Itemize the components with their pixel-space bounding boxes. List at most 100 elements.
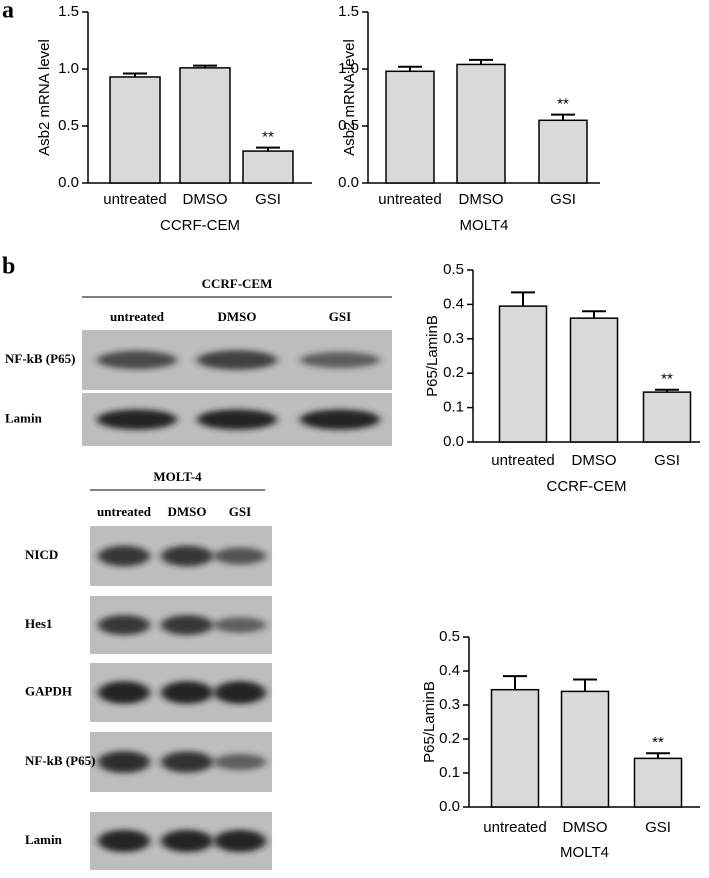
y-axis-label: Asb2 mRNA level xyxy=(36,39,53,156)
blot-band xyxy=(98,751,150,773)
lane-label: GSI xyxy=(329,309,351,324)
blot-band xyxy=(97,350,177,370)
x-tick-label: DMSO xyxy=(459,191,504,208)
y-tick-label: 0.1 xyxy=(443,399,464,416)
x-tick-label: untreated xyxy=(491,452,554,469)
x-tick-label: untreated xyxy=(483,819,546,836)
error-bar xyxy=(469,58,493,65)
error-bar xyxy=(511,291,535,307)
lane-label: DMSO xyxy=(168,504,207,519)
blot-band xyxy=(98,545,150,567)
y-tick-label: 0.0 xyxy=(443,433,464,450)
significance: ** xyxy=(262,129,274,146)
blot-band xyxy=(98,681,150,704)
x-tick-label: DMSO xyxy=(183,191,228,208)
y-tick-label: 0.0 xyxy=(58,174,79,191)
significance: ** xyxy=(557,96,569,113)
y-tick-label: 0.0 xyxy=(439,798,460,815)
blot-row-label: NICD xyxy=(25,547,58,562)
y-tick-label: 0.1 xyxy=(439,764,460,781)
blot-band xyxy=(214,617,266,633)
lane-label: GSI xyxy=(229,504,251,519)
panel-label: a xyxy=(2,0,14,24)
bar xyxy=(633,757,683,808)
y-tick-label: 0.5 xyxy=(338,117,359,134)
bar xyxy=(569,317,619,443)
error-bar xyxy=(551,113,575,121)
x-tick-label: DMSO xyxy=(572,452,617,469)
blot-band xyxy=(197,350,277,370)
blot-row-label: Hes1 xyxy=(25,616,52,631)
blot-band xyxy=(214,753,266,771)
x-tick-label: GSI xyxy=(654,452,680,469)
error-bar xyxy=(582,310,606,319)
error-bar xyxy=(646,752,670,759)
blot-band xyxy=(214,681,266,704)
error-bar xyxy=(398,65,422,72)
y-tick-label: 0.4 xyxy=(439,662,460,679)
bar xyxy=(560,690,610,808)
bar xyxy=(385,70,435,184)
lane-label: DMSO xyxy=(218,309,257,324)
bar xyxy=(456,63,506,184)
bar xyxy=(179,67,231,184)
x-axis-label: MOLT4 xyxy=(560,844,609,861)
blot-row-label: NF-kB (P65) xyxy=(25,753,95,768)
y-tick-label: 1.0 xyxy=(58,60,79,77)
bar xyxy=(109,76,161,184)
y-tick-label: 0.4 xyxy=(443,295,464,312)
y-axis-label: Asb2 mRNA level xyxy=(341,39,358,156)
blot-title: MOLT-4 xyxy=(153,469,202,484)
lane-label: untreated xyxy=(110,309,165,324)
y-tick-label: 0.5 xyxy=(439,628,460,645)
bar xyxy=(242,150,294,184)
y-tick-label: 1.0 xyxy=(338,60,359,77)
significance: ** xyxy=(661,371,673,388)
error-bar xyxy=(503,675,527,690)
x-tick-label: GSI xyxy=(645,819,671,836)
blot-band xyxy=(161,614,213,636)
y-tick-label: 0.5 xyxy=(443,261,464,278)
y-tick-label: 0.3 xyxy=(439,696,460,713)
bar xyxy=(538,119,588,184)
x-tick-label: GSI xyxy=(550,191,576,208)
blot-band xyxy=(300,351,380,369)
x-axis-label: CCRF-CEM xyxy=(160,217,240,234)
y-tick-label: 0.2 xyxy=(439,730,460,747)
y-axis-label: P65/LaminB xyxy=(424,315,441,397)
error-bar xyxy=(123,72,147,77)
x-tick-label: untreated xyxy=(103,191,166,208)
error-bar xyxy=(256,146,280,152)
y-tick-label: 0.2 xyxy=(443,364,464,381)
significance: ** xyxy=(652,734,664,751)
blot-band xyxy=(300,409,380,430)
x-tick-label: GSI xyxy=(255,191,281,208)
error-bar xyxy=(193,64,217,68)
blot-band xyxy=(97,409,177,430)
blot-band xyxy=(161,545,213,567)
x-axis-label: MOLT4 xyxy=(460,217,509,234)
y-tick-label: 1.5 xyxy=(338,3,359,20)
blot-row-label: GAPDH xyxy=(25,683,72,698)
x-tick-label: DMSO xyxy=(563,819,608,836)
bar xyxy=(642,391,692,443)
error-bar xyxy=(573,678,597,692)
bar xyxy=(490,688,540,808)
blot-row-label: NF-kB (P65) xyxy=(5,351,75,366)
blot-band xyxy=(161,681,213,704)
blot-band xyxy=(161,829,213,853)
y-tick-label: 0.3 xyxy=(443,330,464,347)
blot-band xyxy=(197,409,277,430)
error-bar xyxy=(655,388,679,393)
x-tick-label: untreated xyxy=(378,191,441,208)
y-tick-label: 0.0 xyxy=(338,174,359,191)
y-axis-label: P65/LaminB xyxy=(421,681,438,763)
blot-title: CCRF-CEM xyxy=(202,276,273,291)
blot-row-label: Lamin xyxy=(25,832,63,847)
blot-band xyxy=(161,751,213,773)
blot-row-label: Lamin xyxy=(5,410,43,425)
blot-band xyxy=(98,829,150,853)
bar xyxy=(498,305,548,443)
blot-band xyxy=(214,547,266,565)
